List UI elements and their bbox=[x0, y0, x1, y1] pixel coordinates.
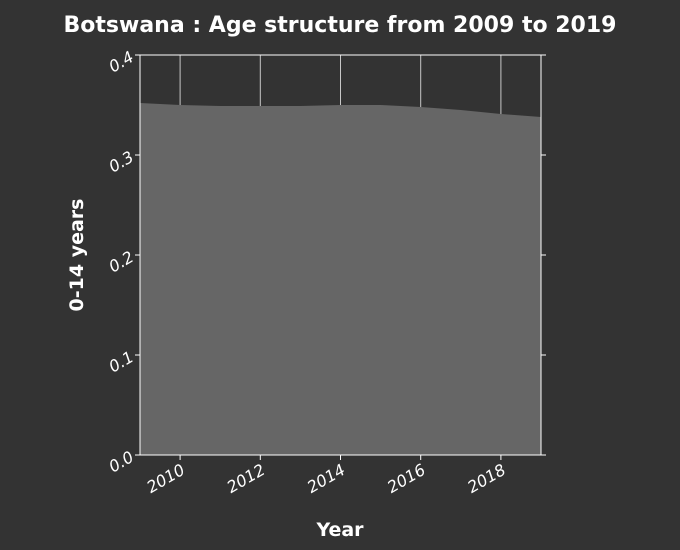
y-axis-label: 0-14 years bbox=[66, 199, 88, 312]
chart-title: Botswana : Age structure from 2009 to 20… bbox=[64, 13, 617, 38]
x-axis-label: Year bbox=[315, 519, 364, 541]
area-series bbox=[140, 103, 541, 455]
